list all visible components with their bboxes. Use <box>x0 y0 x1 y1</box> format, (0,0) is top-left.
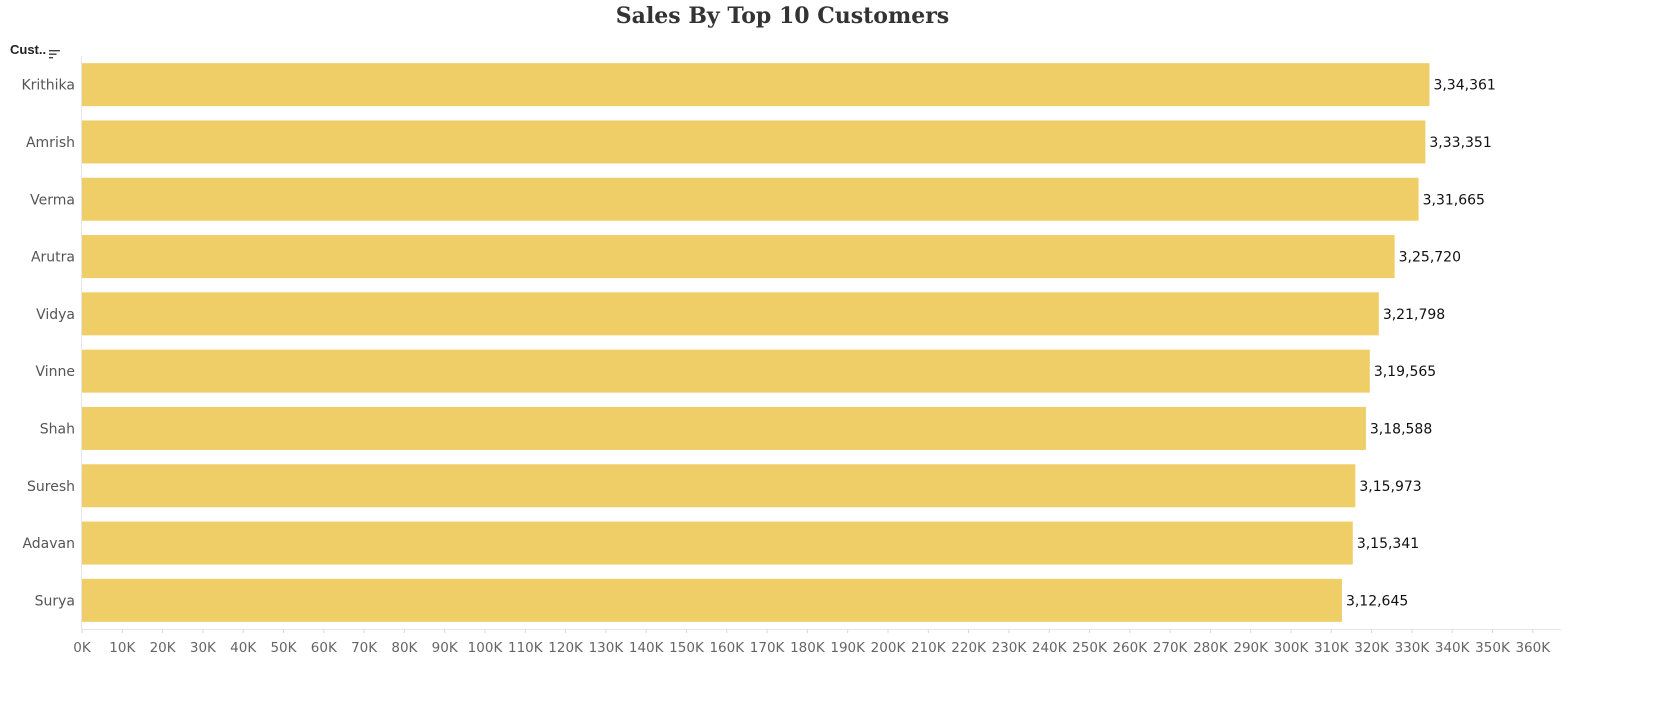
x-tick-label: 290K <box>1233 640 1269 656</box>
x-tick-label: 340K <box>1435 640 1471 656</box>
x-tick-label: 70K <box>351 640 378 656</box>
x-tick-label: 140K <box>629 640 665 656</box>
x-tick-label: 280K <box>1193 640 1229 656</box>
x-tick-label: 110K <box>508 640 544 656</box>
chart-title: Sales By Top 10 Customers <box>615 3 950 29</box>
bar-adavan[interactable] <box>82 521 1353 565</box>
bar-surya[interactable] <box>82 578 1342 622</box>
bar-amrish[interactable] <box>82 120 1426 164</box>
category-label: Adavan <box>22 536 75 552</box>
x-tick-label: 150K <box>669 640 705 656</box>
x-tick-label: 260K <box>1112 640 1148 656</box>
category-label: Amrish <box>26 135 75 151</box>
x-tick-label: 170K <box>750 640 786 656</box>
x-tick-label: 130K <box>589 640 625 656</box>
data-label: 3,25,720 <box>1399 250 1461 266</box>
bar-verma[interactable] <box>82 177 1419 221</box>
x-tick-label: 60K <box>311 640 338 656</box>
data-label: 3,12,645 <box>1346 593 1408 609</box>
data-label: 3,21,798 <box>1383 307 1445 323</box>
bar-vinne[interactable] <box>82 349 1370 393</box>
category-label: Shah <box>40 421 75 437</box>
x-tick-label: 100K <box>468 640 504 656</box>
bar-suresh[interactable] <box>82 464 1356 508</box>
category-label: Krithika <box>21 78 75 94</box>
x-tick-label: 10K <box>109 640 136 656</box>
category-label: Vidya <box>36 307 75 323</box>
x-tick-label: 240K <box>1032 640 1068 656</box>
data-label: 3,34,361 <box>1433 78 1495 94</box>
customer-field-header[interactable]: Cust.. <box>10 40 61 59</box>
bar-vidya[interactable] <box>82 292 1379 336</box>
x-tick-label: 210K <box>911 640 947 656</box>
category-label: Vinne <box>35 364 75 380</box>
category-label: Surya <box>35 593 75 609</box>
category-label: Verma <box>30 192 75 208</box>
x-tick-label: 220K <box>951 640 987 656</box>
x-tick-label: 80K <box>391 640 418 656</box>
x-tick-label: 160K <box>709 640 745 656</box>
bar-arutra[interactable] <box>82 235 1395 279</box>
x-tick-label: 30K <box>190 640 217 656</box>
data-label: 3,15,973 <box>1359 479 1421 495</box>
customer-field-label: Cust.. <box>10 41 47 57</box>
data-label: 3,18,588 <box>1370 421 1432 437</box>
x-tick-label: 0K <box>73 640 92 656</box>
sort-descending-icon[interactable] <box>49 44 61 59</box>
category-label: Arutra <box>31 250 75 266</box>
x-tick-label: 230K <box>992 640 1028 656</box>
x-tick-label: 320K <box>1354 640 1390 656</box>
x-tick-label: 310K <box>1314 640 1350 656</box>
bar-krithika[interactable] <box>82 63 1430 107</box>
x-tick-label: 20K <box>150 640 177 656</box>
x-tick-label: 360K <box>1515 640 1551 656</box>
x-tick-label: 40K <box>230 640 257 656</box>
x-tick-label: 250K <box>1072 640 1108 656</box>
category-label: Suresh <box>27 479 75 495</box>
x-tick-label: 120K <box>548 640 584 656</box>
x-tick-label: 300K <box>1274 640 1310 656</box>
x-tick-label: 330K <box>1395 640 1431 656</box>
data-label: 3,15,341 <box>1357 536 1419 552</box>
data-label: 3,33,351 <box>1429 135 1491 151</box>
x-tick-label: 90K <box>432 640 459 656</box>
data-label: 3,31,665 <box>1423 192 1485 208</box>
x-tick-label: 180K <box>790 640 826 656</box>
x-tick-label: 190K <box>830 640 866 656</box>
x-tick-label: 50K <box>270 640 297 656</box>
x-tick-label: 200K <box>871 640 907 656</box>
x-tick-label: 350K <box>1475 640 1511 656</box>
bar-shah[interactable] <box>82 406 1366 450</box>
x-tick-label: 270K <box>1153 640 1189 656</box>
data-label: 3,19,565 <box>1374 364 1436 380</box>
